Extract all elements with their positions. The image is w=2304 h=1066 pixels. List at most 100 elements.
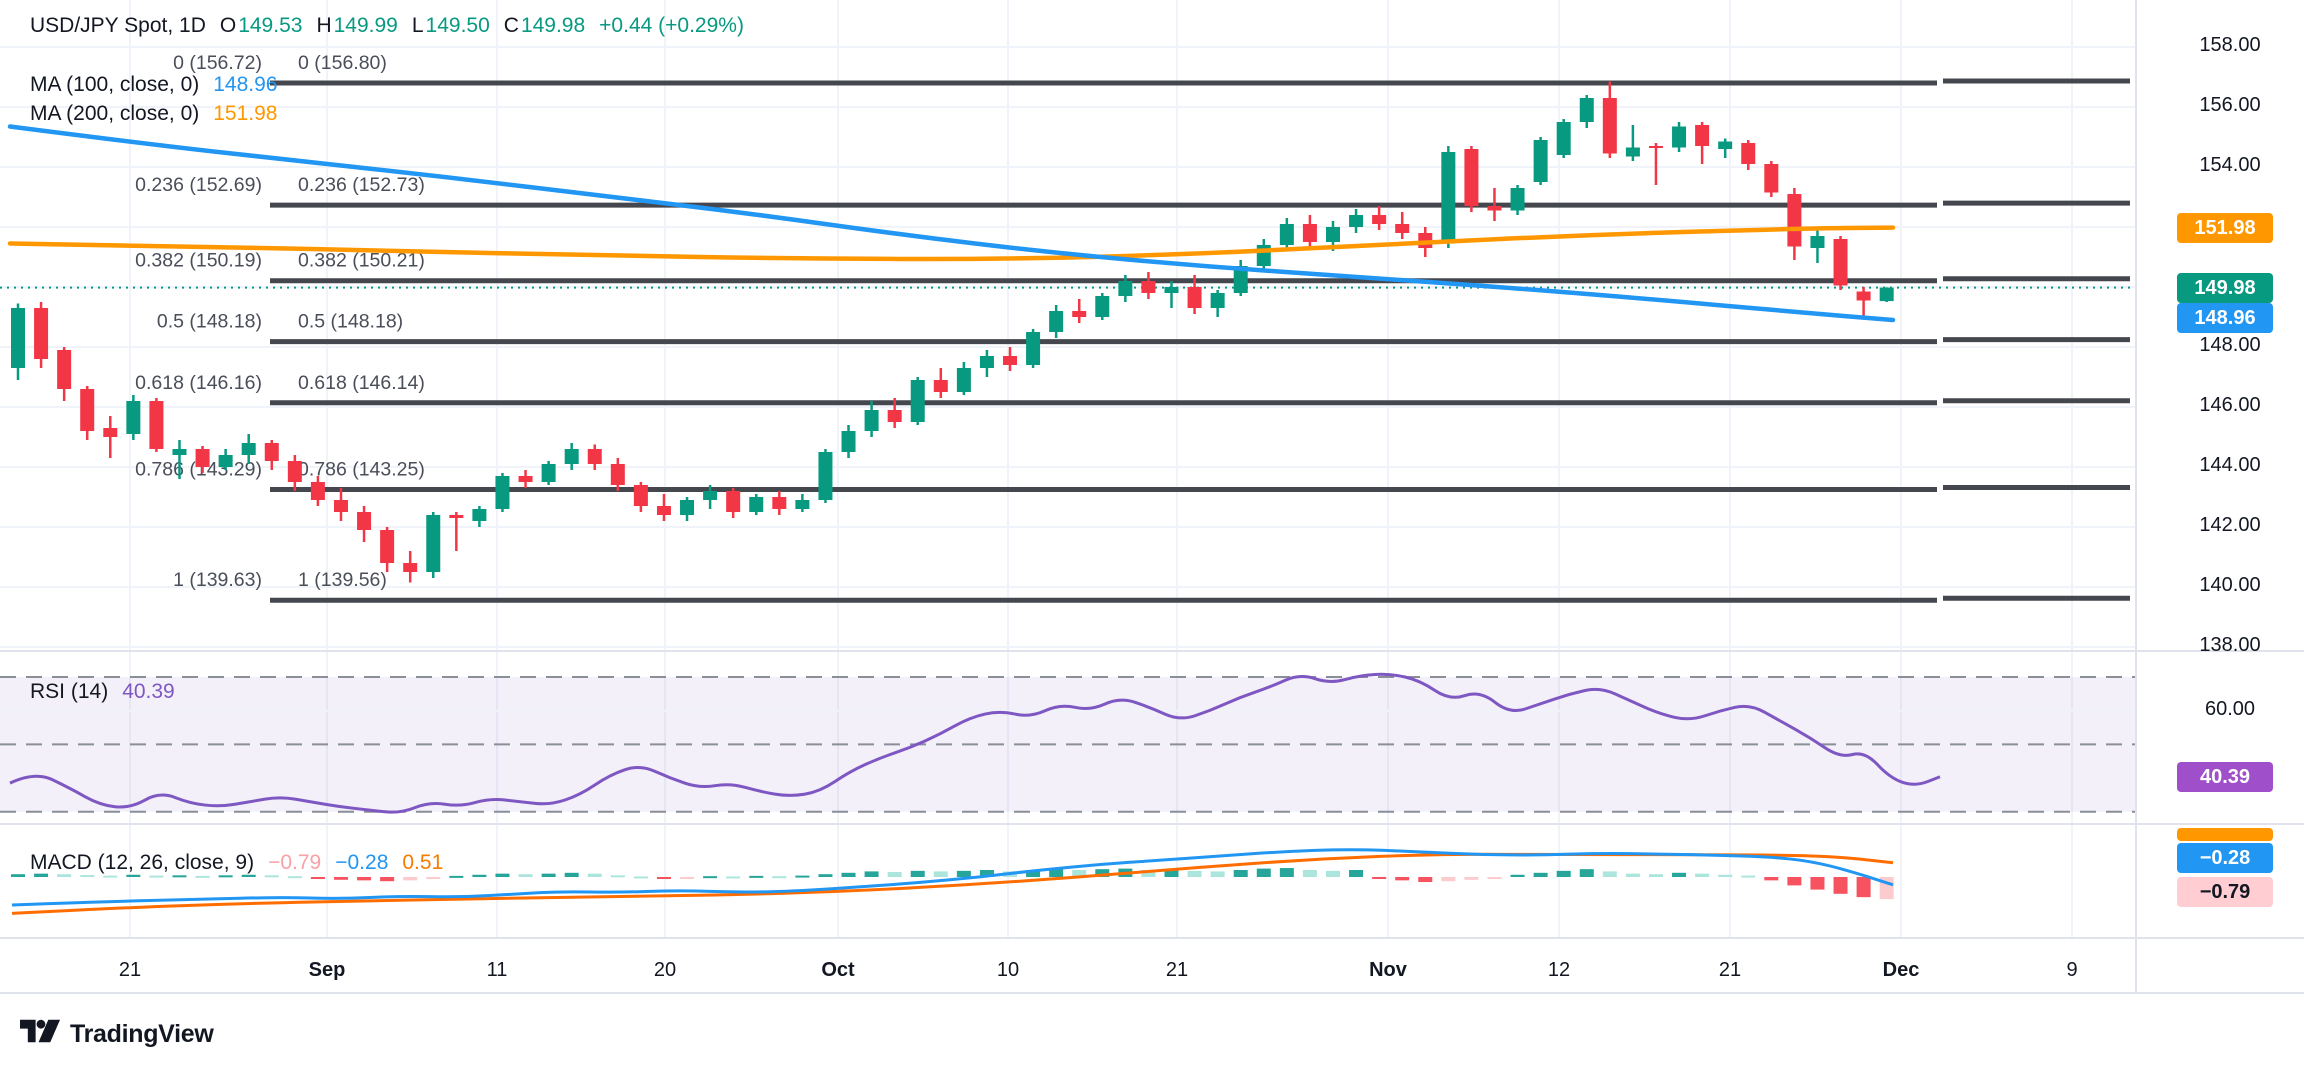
rsi-axis-label[interactable]: 60.00 bbox=[2204, 697, 2256, 720]
time-axis-label[interactable]: 21 bbox=[118, 959, 142, 981]
macd-histogram-bar bbox=[1095, 869, 1110, 877]
macd-histogram-bar bbox=[11, 874, 25, 877]
price-axis-label[interactable]: 138.00 bbox=[2199, 634, 2261, 656]
time-axis-label[interactable]: 21 bbox=[1165, 959, 1189, 981]
candle-up bbox=[1579, 98, 1594, 122]
macd-histogram-bar bbox=[1487, 877, 1502, 879]
macd-histogram-bar bbox=[241, 874, 256, 877]
candle-up bbox=[795, 500, 810, 509]
candle-up bbox=[472, 509, 487, 521]
macd-histogram-bar bbox=[1625, 873, 1640, 877]
price-axis-label[interactable]: 140.00 bbox=[2199, 574, 2261, 596]
price-axis-label[interactable]: 144.00 bbox=[2199, 454, 2261, 476]
macd-histogram-bar bbox=[1741, 875, 1756, 878]
macd-histogram-bar bbox=[887, 871, 902, 877]
price-axis-label[interactable]: 154.00 bbox=[2199, 154, 2261, 176]
candle-up bbox=[218, 455, 233, 467]
ma200-label[interactable]: MA (200, close, 0) bbox=[30, 102, 200, 125]
ma100-value: 148.96 bbox=[213, 73, 278, 96]
candle-down bbox=[610, 464, 625, 485]
macd-histogram-bar bbox=[864, 871, 879, 877]
price-axis-label[interactable]: 158.00 bbox=[2199, 34, 2261, 56]
time-axis-label[interactable]: Dec bbox=[1882, 959, 1920, 981]
candle-up bbox=[818, 452, 833, 500]
candle-up bbox=[1233, 266, 1248, 293]
ma100-label[interactable]: MA (100, close, 0) bbox=[30, 73, 200, 96]
price-axis-label[interactable]: 148.00 bbox=[2199, 334, 2261, 356]
candle-down bbox=[333, 500, 348, 512]
candle-up bbox=[11, 308, 25, 368]
rsi-legend-row: RSI (14) 40.39 bbox=[30, 680, 175, 704]
macd-histogram-bar bbox=[1256, 868, 1271, 877]
candle-up bbox=[680, 500, 695, 515]
fib-label-right: 0.5 (148.18) bbox=[298, 311, 403, 333]
time-axis-label[interactable]: 11 bbox=[486, 959, 508, 981]
candle-down bbox=[1833, 239, 1848, 286]
macd-histogram-bar bbox=[703, 876, 718, 879]
candle-up bbox=[564, 449, 579, 464]
time-axis-label[interactable]: 10 bbox=[996, 959, 1020, 981]
symbol-title[interactable]: USD/JPY Spot, 1D bbox=[30, 14, 206, 37]
ohlc-close: C 149.98 bbox=[503, 14, 586, 37]
candle-down bbox=[1395, 224, 1410, 233]
time-axis-label[interactable]: Nov bbox=[1369, 959, 1407, 981]
macd-histogram-bar bbox=[1441, 877, 1456, 882]
macd-line-value: −0.28 bbox=[335, 851, 389, 874]
candle-up bbox=[1118, 281, 1133, 296]
candle-up bbox=[172, 449, 187, 455]
candle-up bbox=[841, 431, 856, 452]
macd-histogram-bar bbox=[1325, 870, 1340, 877]
macd-histogram-bar bbox=[149, 875, 164, 878]
candle-down bbox=[34, 308, 49, 359]
price-axis-label[interactable]: 142.00 bbox=[2199, 514, 2261, 536]
macd-histogram-bar bbox=[1718, 874, 1733, 877]
ma100-legend-row: MA (100, close, 0) 148.96 bbox=[30, 73, 277, 97]
macd-histogram-bar bbox=[357, 877, 372, 881]
price-axis-badge: 149.98 bbox=[2177, 272, 2273, 303]
time-axis-label[interactable]: Sep bbox=[308, 959, 346, 981]
fib-label-right: 0 (156.80) bbox=[298, 52, 387, 74]
fib-label-left: 0.5 (148.18) bbox=[157, 311, 262, 333]
candle-up bbox=[1718, 141, 1733, 149]
fib-label-right: 0.236 (152.73) bbox=[298, 174, 425, 196]
candle-down bbox=[1856, 291, 1871, 301]
macd-histogram-bar bbox=[495, 873, 510, 877]
macd-label[interactable]: MACD (12, 26, close, 9) bbox=[30, 851, 255, 874]
candle-down bbox=[933, 380, 948, 392]
macd-histogram-bar bbox=[1856, 877, 1871, 898]
price-axis-label[interactable]: 146.00 bbox=[2199, 394, 2261, 416]
candle-down bbox=[633, 485, 648, 506]
candle-up bbox=[495, 476, 510, 509]
price-axis-badge: 148.96 bbox=[2177, 303, 2273, 334]
ma200-legend-row: MA (200, close, 0) 151.98 bbox=[30, 102, 277, 126]
candle-up bbox=[1026, 332, 1041, 365]
candle-down bbox=[1787, 194, 1802, 247]
time-axis-label[interactable]: 21 bbox=[1718, 959, 1742, 981]
tradingview-logo[interactable]: TradingView bbox=[20, 1018, 214, 1050]
time-axis-label[interactable]: 20 bbox=[653, 959, 677, 981]
macd-histogram-bar bbox=[749, 875, 764, 878]
macd-histogram-bar bbox=[587, 873, 602, 877]
candle-up bbox=[426, 515, 441, 572]
macd-axis-badge: −0.79 bbox=[2177, 877, 2273, 907]
candle-down bbox=[518, 476, 533, 482]
candle-down bbox=[80, 389, 95, 431]
time-axis-label[interactable]: Oct bbox=[821, 959, 855, 981]
time-axis-label[interactable]: 12 bbox=[1547, 959, 1571, 981]
macd-histogram-bar bbox=[1648, 874, 1663, 877]
candle-up bbox=[1879, 287, 1894, 302]
candle-down bbox=[1487, 206, 1502, 211]
macd-histogram-bar bbox=[1672, 872, 1687, 877]
time-axis-label[interactable]: 9 bbox=[2066, 959, 2078, 981]
rsi-line bbox=[9, 672, 1941, 814]
macd-histogram-bar bbox=[518, 874, 533, 877]
price-axis-label[interactable]: 156.00 bbox=[2199, 94, 2261, 116]
candle-down bbox=[103, 428, 118, 437]
candle-up bbox=[956, 368, 971, 392]
candle-down bbox=[1764, 164, 1779, 193]
macd-histogram-bar bbox=[933, 871, 948, 877]
macd-histogram-bar bbox=[426, 877, 441, 879]
rsi-label[interactable]: RSI (14) bbox=[30, 680, 109, 703]
macd-histogram-bar bbox=[195, 875, 210, 878]
